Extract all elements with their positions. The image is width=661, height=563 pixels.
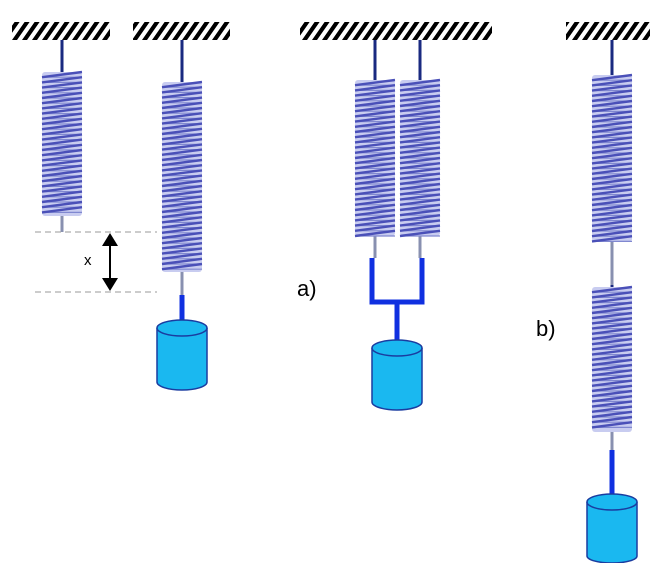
case-label: a) [297,276,317,301]
spring-coil [41,70,83,214]
spring-coil-back [162,86,202,270]
spring-coil [161,80,203,271]
ceiling [12,22,110,40]
displacement-label: x [84,252,92,269]
frame [369,258,425,346]
spring-coil-back [42,76,82,213]
ceiling [300,22,492,40]
ceilings [12,22,650,40]
spring-coil-back [400,84,440,237]
case-label: b) [536,316,556,341]
spring-coil [591,73,633,243]
spring-coil-back [355,84,395,237]
spring-coil-back [592,291,632,428]
mass-top [371,339,423,357]
mass [371,348,423,411]
mass [586,502,638,563]
ceiling [133,22,230,40]
arrow-heads [102,233,118,291]
mass-top [586,493,638,511]
springs [41,40,633,450]
spring-coil [591,285,633,429]
masses [156,319,638,563]
spring-coil [399,78,441,238]
spring-coil [354,78,396,238]
displacement-marker [35,231,157,293]
spring-coil-back [592,79,632,242]
mass-top [156,319,208,337]
ceiling [566,22,650,40]
mass [156,328,208,391]
